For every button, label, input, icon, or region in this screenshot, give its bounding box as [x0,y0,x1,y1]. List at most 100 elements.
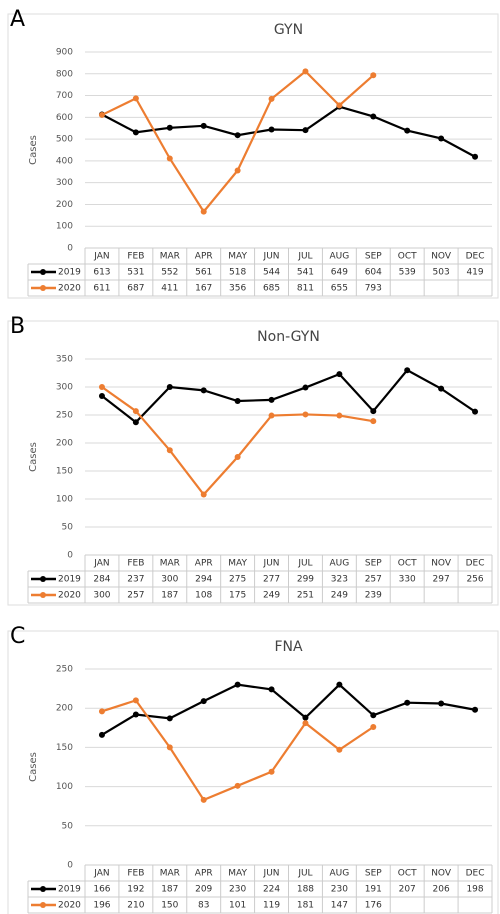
table-value: 230 [229,885,246,895]
y-tick-label: 0 [67,551,73,561]
panel-border [7,630,499,914]
point [98,384,105,390]
legend-swatch [40,269,46,275]
table-value: 518 [229,268,246,278]
point [166,715,173,722]
series-line [101,105,476,158]
x-tick-label: MAY [228,869,247,879]
legend-label: 2020 [58,284,81,294]
table-value: 167 [195,284,212,294]
table-value: 166 [93,885,110,895]
table-value: 561 [195,268,212,278]
legend-swatch [40,902,46,908]
point [200,796,207,803]
y-tick-label: 0 [67,244,73,254]
table-value: 207 [399,885,416,895]
x-tick-label: FEB [127,869,144,879]
x-tick-label: AUG [330,252,350,262]
point [336,412,343,419]
table-value: 299 [297,575,314,585]
legend-swatch [40,576,46,582]
point [268,412,275,419]
point [166,384,173,390]
point [132,95,139,102]
table-value: 251 [297,591,314,601]
x-tick-label: JAN [93,252,109,262]
point [234,782,241,789]
table-value: 119 [263,901,280,911]
x-tick-label: JUL [297,869,312,879]
table-value: 793 [365,284,382,294]
y-tick-label: 250 [56,411,73,421]
point [370,113,377,120]
x-tick-label: OCT [398,559,417,569]
table-value: 356 [229,284,246,294]
x-tick-label: JUN [263,559,280,569]
chart-title: GYN [274,22,303,38]
y-tick-label: 0 [67,861,73,871]
table-value: 249 [263,591,280,601]
x-tick-label: NOV [431,252,452,262]
table-value: 188 [297,885,314,895]
y-tick-label: 700 [56,91,73,101]
y-tick-label: 200 [56,439,73,449]
point [98,731,105,738]
table-value: 198 [466,885,483,895]
point [98,392,105,399]
x-tick-label: AUG [330,559,350,569]
point [302,127,309,134]
y-tick-label: 50 [62,523,74,533]
x-tick-label: MAY [228,559,247,569]
table-value: 541 [297,268,314,278]
point [132,408,139,415]
point [472,408,479,415]
point [370,72,377,79]
y-tick-label: 600 [56,113,73,123]
point [234,681,241,688]
y-tick-label: 150 [56,743,73,753]
point [472,153,479,160]
y-axis-label: Cases [28,752,39,782]
table-value: 655 [331,284,348,294]
point [438,700,445,707]
x-tick-label: SEP [365,252,382,262]
y-tick-label: 900 [56,48,73,58]
table-value: 604 [365,268,382,278]
x-tick-label: NOV [431,869,452,879]
table-value: 300 [161,575,178,585]
table-value: 192 [127,885,144,895]
chart-title: Non-GYN [257,329,320,345]
panel-border [7,320,499,606]
y-tick-label: 200 [56,200,73,210]
x-tick-label: JUN [263,869,280,879]
point [268,396,275,403]
x-tick-label: APR [195,869,213,879]
panel-label: B [10,314,25,339]
table-value: 210 [127,901,144,911]
chart-title: FNA [274,639,303,655]
table-value: 187 [161,885,178,895]
table-value: 275 [229,575,246,585]
x-tick-label: MAY [228,252,247,262]
table-value: 196 [93,901,110,911]
point [336,746,343,753]
y-tick-label: 150 [56,467,73,477]
table-value: 175 [229,591,246,601]
table-value: 83 [198,901,209,911]
point [268,768,275,775]
legend-swatch [40,592,46,598]
y-tick-label: 50 [62,821,74,831]
point [132,419,139,426]
point [336,371,343,378]
point [234,167,241,174]
table-value: 811 [297,284,314,294]
point [302,68,309,75]
y-tick-label: 100 [56,782,73,792]
table-value: 284 [93,575,110,585]
table-value: 239 [365,591,382,601]
panel-label: C [10,624,25,649]
point [370,408,377,415]
table-value: 539 [399,268,416,278]
table-value: 181 [297,901,314,911]
